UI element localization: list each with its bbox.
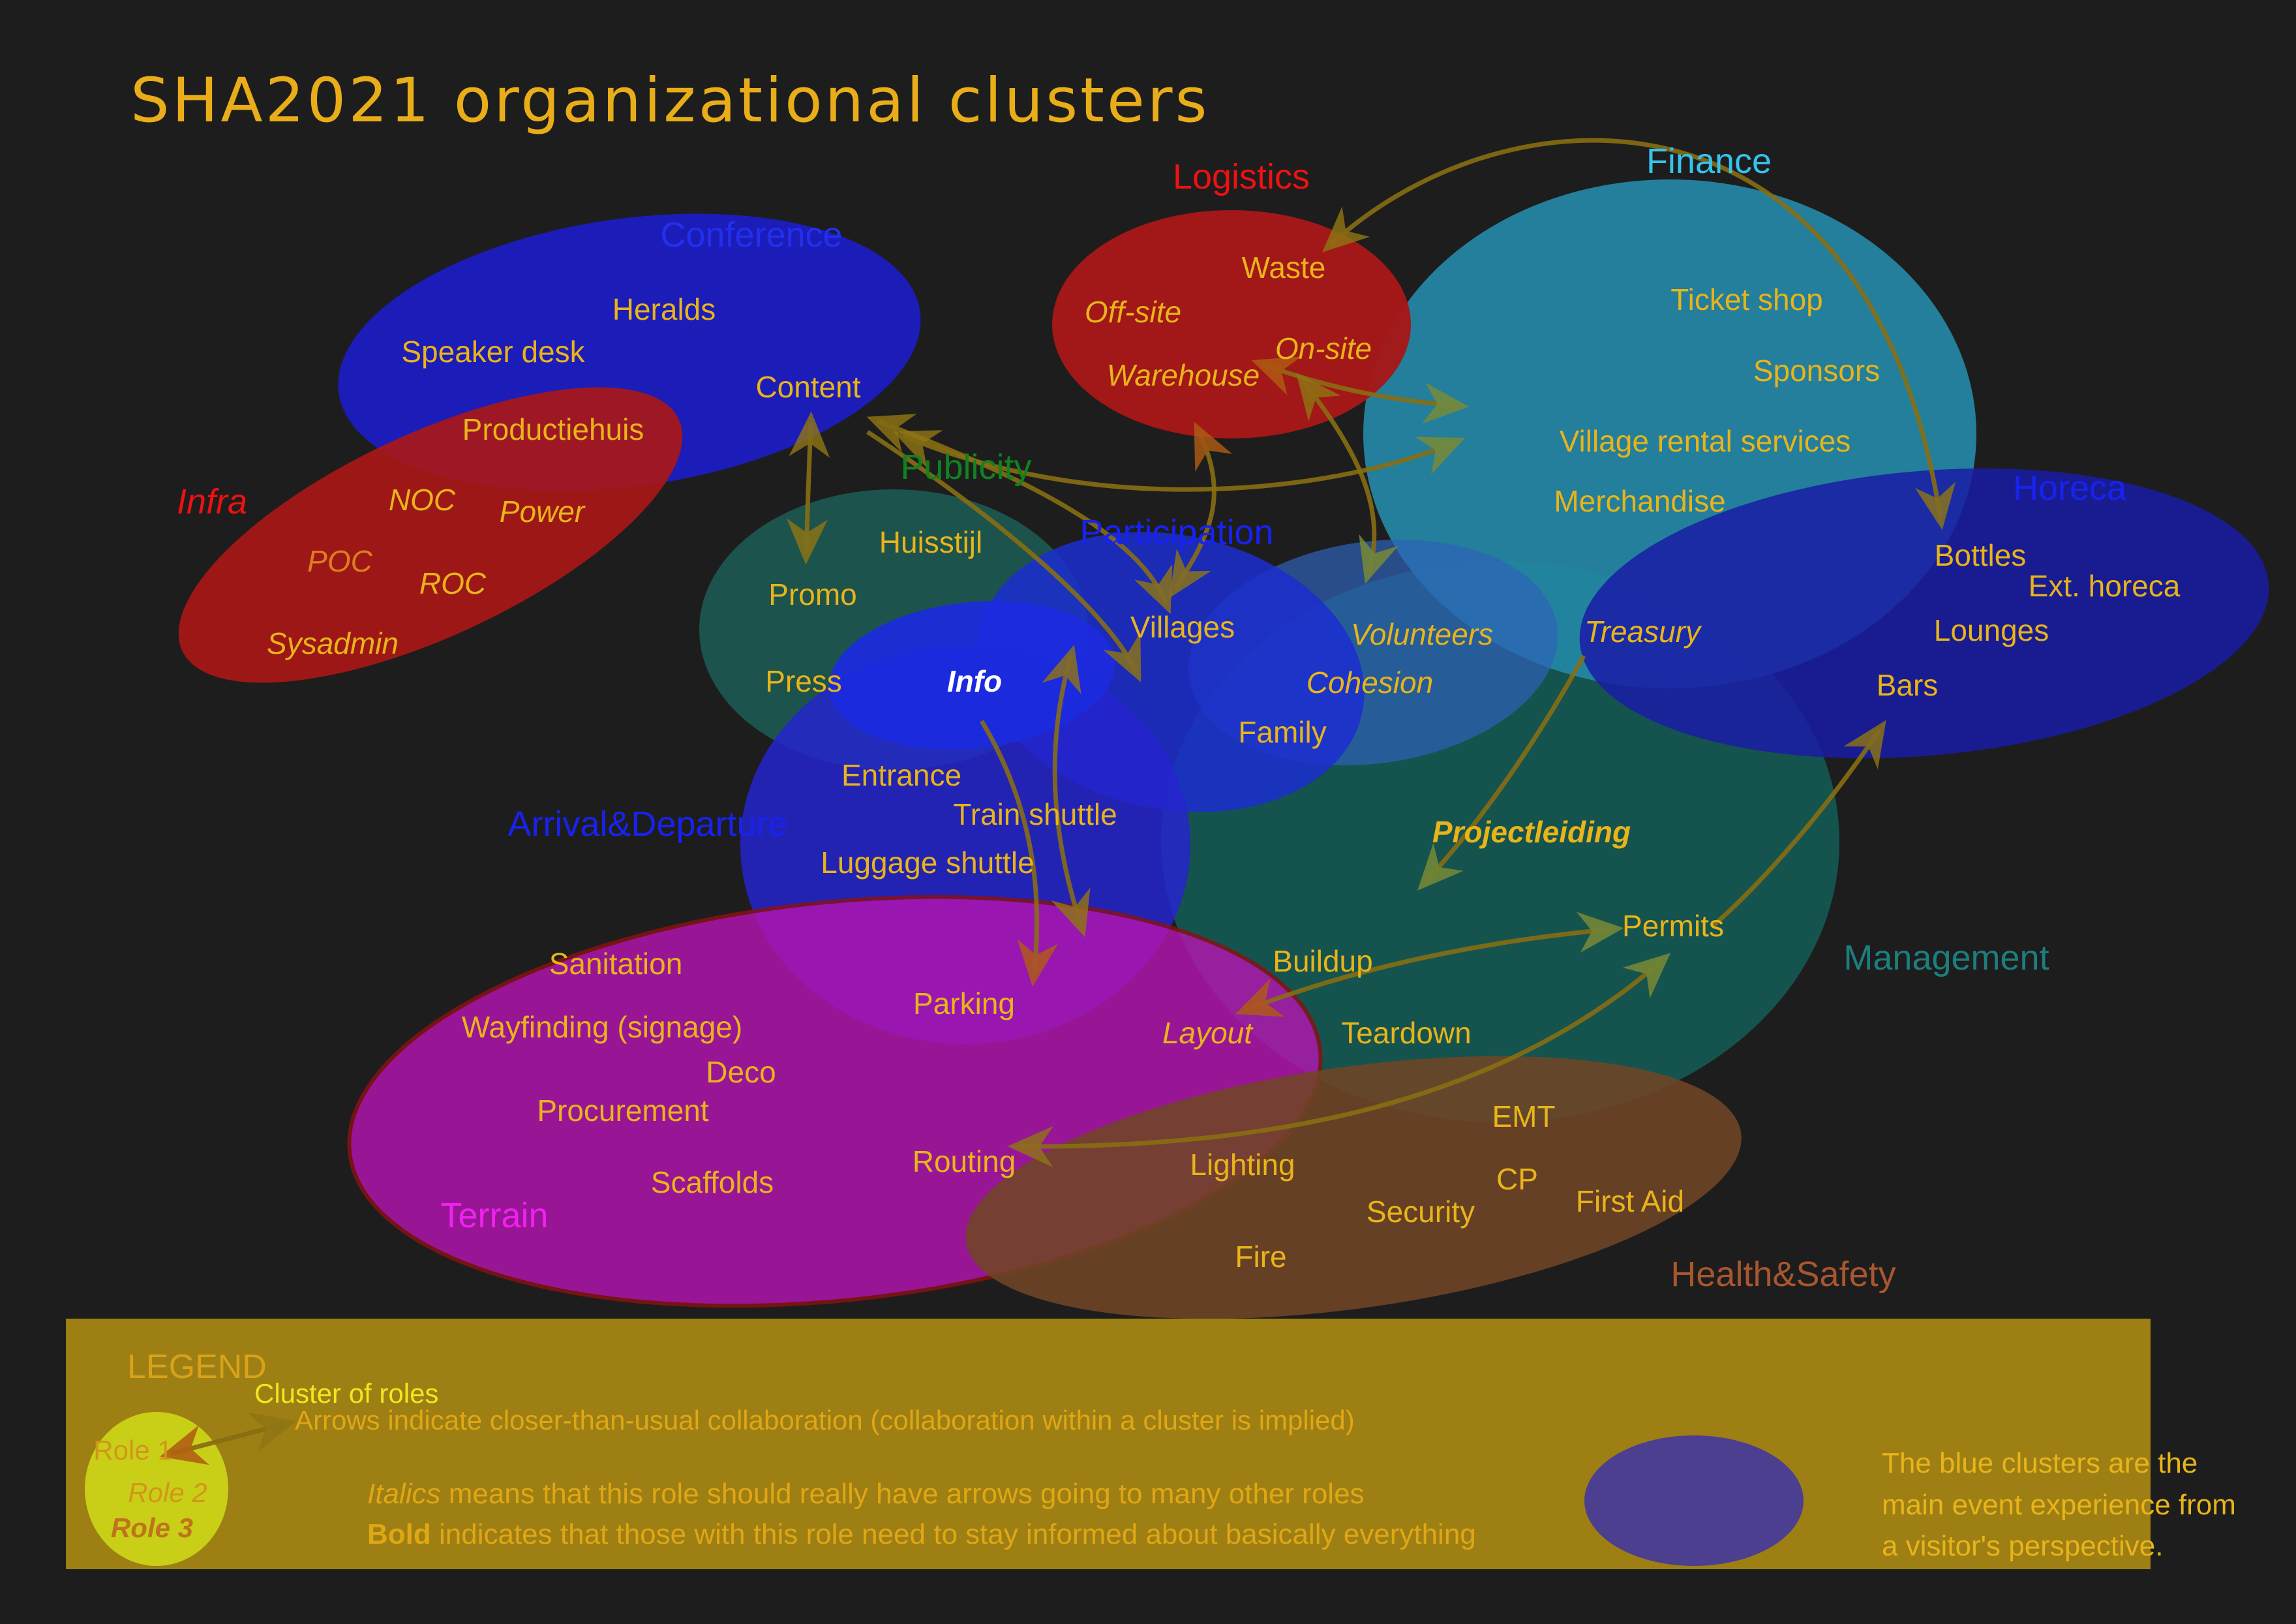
role-label-Ticket-shop: Ticket shop xyxy=(1670,283,1823,316)
role-label-Bars: Bars xyxy=(1876,668,1939,702)
legend-cluster-label: Cluster of roles xyxy=(254,1378,439,1409)
cluster-title-publicity: Publicity xyxy=(900,448,1032,487)
role-label-Entrance: Entrance xyxy=(841,758,962,792)
arrow-Waste-to-Bottles xyxy=(1322,138,1956,530)
legend-blue-cluster-ellipse xyxy=(1584,1435,1804,1566)
arrow-On-site-to-Volunteers xyxy=(1296,373,1398,584)
role-label-Luggage-shuttle: Luggage shuttle xyxy=(821,846,1035,880)
role-label-Deco: Deco xyxy=(706,1055,776,1089)
role-label-Speaker-desk: Speaker desk xyxy=(401,335,585,369)
role-label-Power: Power xyxy=(499,495,585,529)
legend-arrows-note: Arrows indicate closer-than-usual collab… xyxy=(295,1405,1355,1435)
role-label-Projectleiding: Projectleiding xyxy=(1432,815,1631,849)
role-label-Train-shuttle: Train shuttle xyxy=(953,797,1117,831)
role-label-NOC: NOC xyxy=(388,483,456,517)
cluster-title-finance: Finance xyxy=(1646,142,1772,181)
role-label-Treasury: Treasury xyxy=(1584,615,1701,649)
legend-bold-word: Bold xyxy=(367,1518,431,1550)
role-label-Ext.-horeca: Ext. horeca xyxy=(2028,569,2181,603)
role-label-Bottles: Bottles xyxy=(1934,538,2027,572)
arrow-Info-to-Layout xyxy=(979,720,1059,987)
arrow-Content-to-Promo xyxy=(787,411,830,565)
cluster-title-arrival: Arrival&Departure xyxy=(507,804,788,844)
arrow-Bars-to-Permits xyxy=(1710,720,1886,928)
legend-bold-note: Bold indicates that those with this role… xyxy=(367,1518,1476,1550)
role-label-Volunteers: Volunteers xyxy=(1350,617,1494,651)
role-label-First-Aid: First Aid xyxy=(1575,1184,1685,1218)
legend-role-3: Role 3 xyxy=(110,1512,194,1543)
role-label-Info: Info xyxy=(946,664,1003,698)
legend-italics-note: Italics means that this role should real… xyxy=(367,1478,1365,1510)
legend-role-2: Role 2 xyxy=(128,1477,207,1508)
arrow-Content-to-Family xyxy=(866,430,1141,682)
role-label-On-site: On-site xyxy=(1275,331,1372,365)
cluster-ellipse-horeca xyxy=(1579,468,2269,759)
role-label-Productiehuis: Productiehuis xyxy=(462,412,644,446)
role-label-Scaffolds: Scaffolds xyxy=(650,1165,774,1199)
role-label-Sponsors: Sponsors xyxy=(1753,354,1881,388)
role-label-Procurement: Procurement xyxy=(537,1094,709,1127)
role-label-Off-site: Off-site xyxy=(1084,295,1182,329)
role-label-Parking: Parking xyxy=(913,987,1015,1020)
arrow-Villages-to-Layout xyxy=(1042,645,1091,938)
role-label-Buildup: Buildup xyxy=(1273,944,1373,978)
role-label-Teardown: Teardown xyxy=(1341,1016,1472,1050)
role-label-Cohesion: Cohesion xyxy=(1306,666,1434,699)
role-label-EMT: EMT xyxy=(1492,1099,1556,1133)
role-label-Layout: Layout xyxy=(1162,1016,1253,1050)
role-label-Lighting: Lighting xyxy=(1190,1148,1295,1182)
role-label-Villages: Villages xyxy=(1130,610,1235,644)
role-label-Huisstijl: Huisstijl xyxy=(879,525,983,559)
cluster-title-healthsafety: Health&Safety xyxy=(1670,1255,1896,1294)
legend-blue-note-line-3: a visitor's perspective. xyxy=(1882,1530,2164,1562)
cluster-title-infra: Infra xyxy=(176,482,248,521)
role-label-ROC: ROC xyxy=(419,566,487,600)
role-label-Waste: Waste xyxy=(1241,251,1326,284)
role-label-Routing: Routing xyxy=(912,1144,1016,1178)
legend-heading: LEGEND xyxy=(127,1348,267,1386)
cluster-title-horeca: Horeca xyxy=(2012,468,2127,508)
legend-background xyxy=(66,1319,2151,1569)
legend-blue-note-line-2: main event experience from xyxy=(1882,1489,2236,1521)
role-label-Fire: Fire xyxy=(1235,1240,1287,1274)
role-label-Content: Content xyxy=(755,370,861,404)
legend-example-arrow xyxy=(160,1412,297,1465)
cluster-title-conference: Conference xyxy=(660,215,843,254)
role-label-Sanitation: Sanitation xyxy=(549,947,683,981)
role-label-Promo: Promo xyxy=(768,577,857,611)
role-label-Sysadmin: Sysadmin xyxy=(267,626,399,660)
cluster-title-management: Management xyxy=(1843,938,2049,977)
arrow-Treasury-to-Permits xyxy=(1417,654,1586,891)
legend-role-1: Role 1 xyxy=(93,1435,173,1465)
role-label-Village-rental-services: Village rental services xyxy=(1559,424,1851,458)
role-label-Lounges: Lounges xyxy=(1933,613,2049,647)
role-label-Warehouse: Warehouse xyxy=(1106,358,1260,392)
cluster-title-participation: Participation xyxy=(1080,513,1274,552)
role-label-Security: Security xyxy=(1366,1195,1475,1229)
role-label-Family: Family xyxy=(1238,715,1327,749)
role-label-Press: Press xyxy=(765,664,842,698)
arrow-Warehouse-to-Villages xyxy=(1169,421,1233,598)
role-label-CP: CP xyxy=(1496,1162,1538,1196)
role-label-POC: POC xyxy=(307,544,372,578)
role-label-Wayfinding-(signage): Wayfinding (signage) xyxy=(461,1010,743,1044)
cluster-title-logistics: Logistics xyxy=(1172,157,1310,196)
legend-blue-note-line-1: The blue clusters are the xyxy=(1882,1447,2198,1479)
cluster-ellipse-infra xyxy=(178,387,683,683)
arrow-Routing-to-Permits xyxy=(1007,953,1671,1167)
legend-italics-word: Italics xyxy=(367,1478,441,1510)
role-label-Merchandise: Merchandise xyxy=(1554,484,1726,518)
role-label-Permits: Permits xyxy=(1622,909,1724,943)
page-title: SHA2021 organizational clusters xyxy=(130,65,1210,136)
cluster-title-terrain: Terrain xyxy=(440,1196,549,1235)
role-label-Heralds: Heralds xyxy=(612,292,716,326)
